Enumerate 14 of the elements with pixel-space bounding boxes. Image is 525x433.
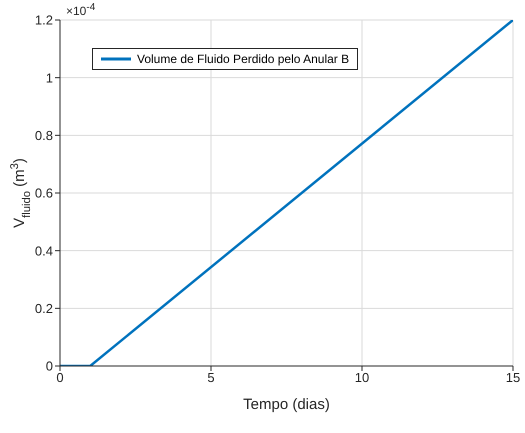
y-tick-label: 1 xyxy=(46,70,53,86)
y-tick-label: 0.8 xyxy=(34,128,53,143)
x-tick-label: 10 xyxy=(354,370,370,386)
y-tick-label: 1.2 xyxy=(34,12,53,28)
x-tick-label: 5 xyxy=(207,370,215,386)
text: ×10$^{-4}$ xyxy=(66,2,96,18)
legend-label: Volume de Fluido Perdido pelo Anular B xyxy=(137,52,350,66)
x-axis-title: Tempo (dias) xyxy=(243,396,330,413)
y-tick-label: 0.4 xyxy=(34,243,53,258)
y-tick-label: 0.6 xyxy=(34,186,53,201)
x-tick-label: 0 xyxy=(56,370,64,386)
y-tick-label: 0.2 xyxy=(34,300,53,316)
x-tick-label: 15 xyxy=(506,370,520,386)
y-tick-label: 0 xyxy=(46,358,53,374)
